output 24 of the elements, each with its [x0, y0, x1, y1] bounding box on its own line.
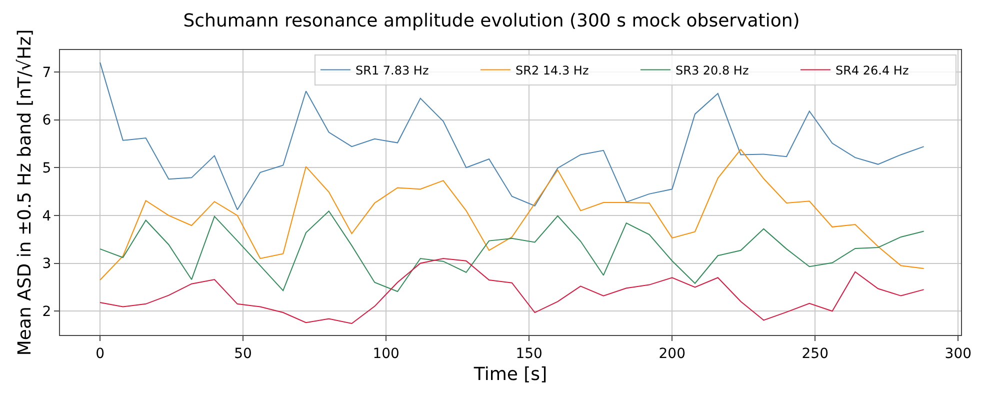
x-axis-title: Time [s] [472, 364, 548, 385]
legend-label: SR3 20.8 Hz [675, 63, 749, 78]
y-axis-title: Mean ASD in ±0.5 Hz band [nT/√Hz] [14, 29, 36, 356]
line-series [100, 258, 924, 324]
legend-label: SR2 14.3 Hz [515, 63, 589, 78]
legend-label: SR1 7.83 Hz [355, 63, 429, 78]
chart-title: Schumann resonance amplitude evolution (300 s mock observation) [183, 10, 800, 32]
line-series [100, 210, 924, 292]
x-tick-label: 50 [234, 346, 252, 362]
y-tick-label: 7 [42, 64, 52, 81]
line-series [100, 148, 924, 281]
x-tick-label: 300 [944, 346, 972, 362]
x-tick-label: 200 [658, 346, 686, 362]
y-tick-label: 5 [42, 160, 52, 177]
x-tick-label: 150 [516, 346, 542, 362]
y-tick-label: 2 [42, 304, 52, 320]
y-tick-label: 6 [42, 112, 52, 129]
y-tick-label: 3 [42, 256, 52, 272]
legend-label: SR4 26.4 Hz [835, 63, 909, 78]
x-tick-label: 250 [802, 346, 828, 362]
x-tick-label: 0 [96, 346, 104, 362]
x-tick-label: 100 [372, 346, 400, 362]
y-tick-label: 4 [42, 208, 52, 224]
line-series [100, 62, 924, 210]
